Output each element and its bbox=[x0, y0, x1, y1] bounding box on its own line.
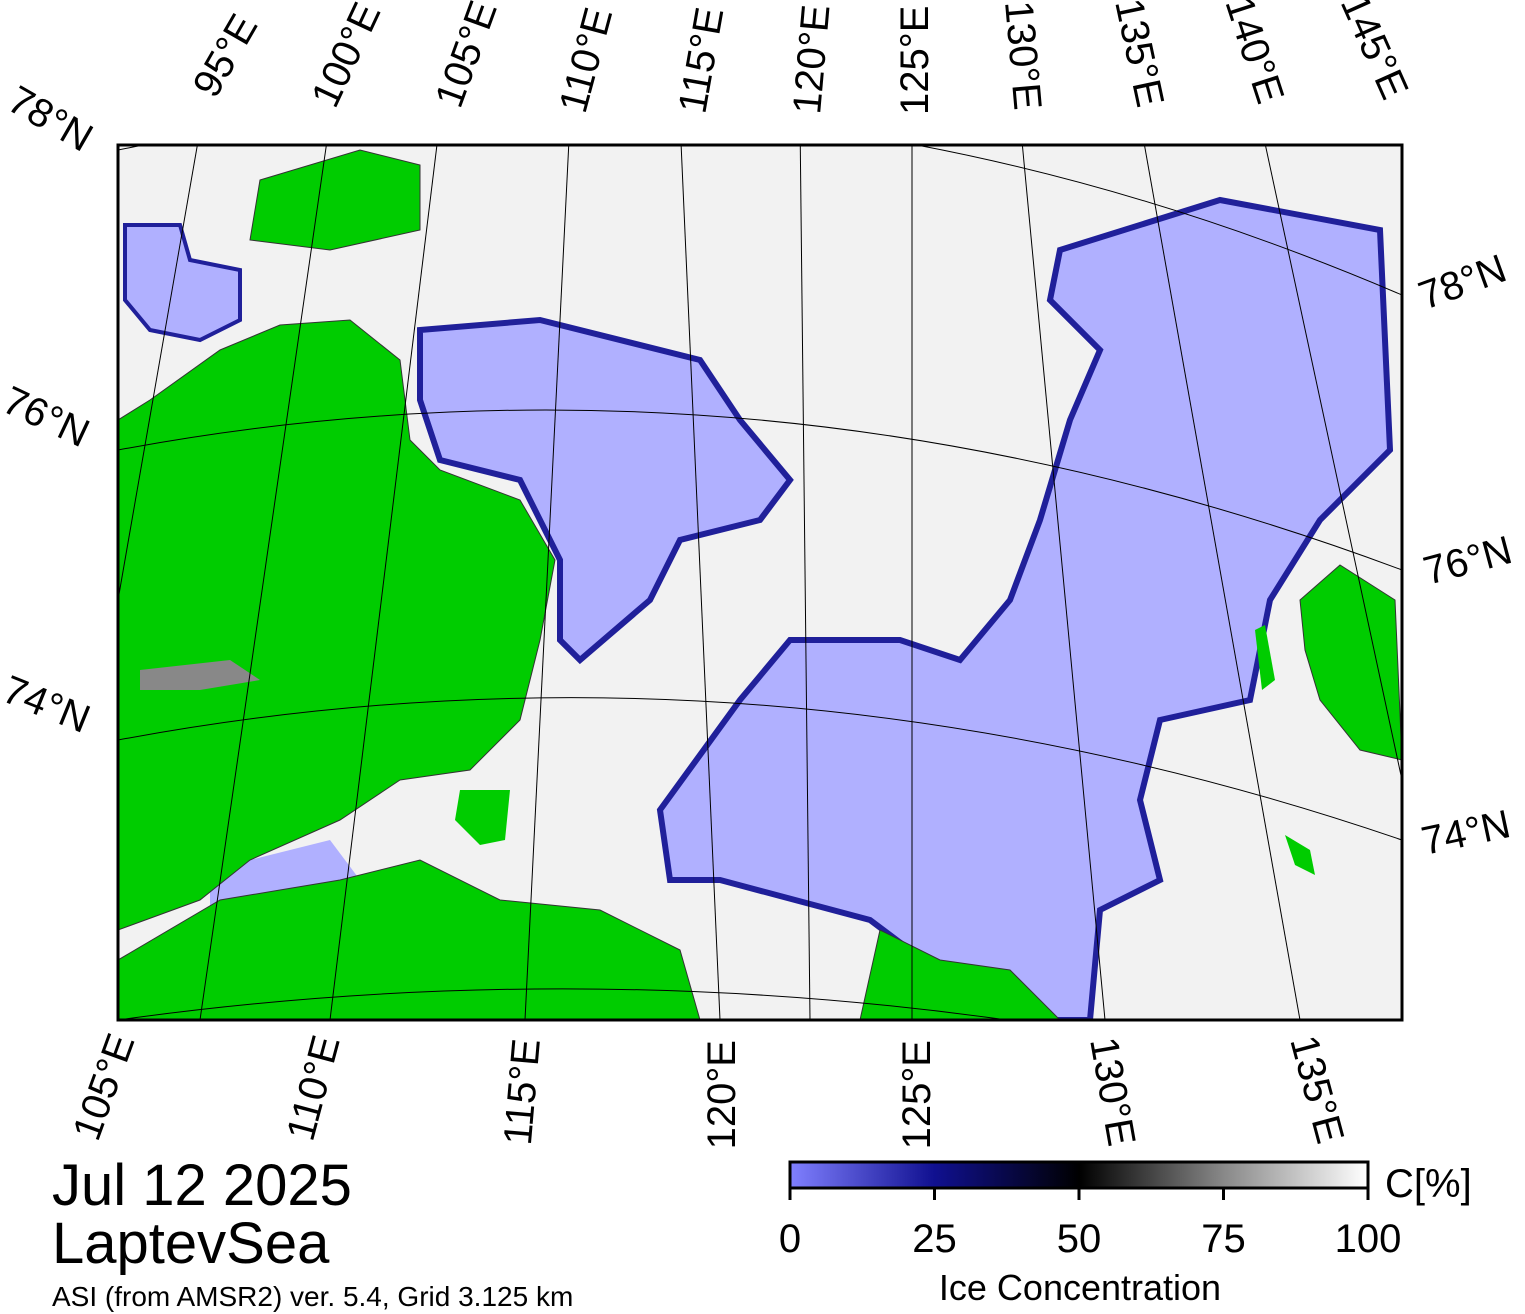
colorbar-tick-label: 100 bbox=[1335, 1217, 1402, 1261]
open-water bbox=[123, 223, 242, 343]
top-labels: 95°E 100°E 105°E 110°E 115°E 120°E 125°E… bbox=[185, 0, 1417, 117]
lat-label: 76°N bbox=[1419, 528, 1517, 594]
land bbox=[455, 790, 510, 845]
lon-label: 125°E bbox=[895, 1040, 939, 1149]
lon-label: 115°E bbox=[671, 4, 733, 116]
land bbox=[249, 149, 421, 251]
lon-label: 120°E bbox=[700, 1040, 744, 1149]
lon-label: 130°E bbox=[1081, 1034, 1143, 1149]
lon-label: 140°E bbox=[1216, 0, 1292, 109]
left-labels: 78°N 76°N 74°N bbox=[0, 78, 100, 742]
open-water bbox=[417, 316, 794, 665]
land-ice bbox=[140, 660, 260, 690]
colorbar-title: Ice Concentration bbox=[939, 1267, 1221, 1308]
land bbox=[859, 929, 1061, 1020]
land bbox=[1285, 835, 1315, 875]
lat-label: 78°N bbox=[1413, 247, 1512, 319]
lon-label: 120°E bbox=[785, 3, 838, 116]
colorbar-tick-label: 25 bbox=[912, 1217, 957, 1261]
lon-label: 135°E bbox=[1281, 1031, 1352, 1148]
lon-label: 130°E bbox=[996, 0, 1049, 112]
lat-label: 78°N bbox=[1, 78, 100, 161]
bottom-labels: 105°E 110°E 115°E 120°E 125°E 130°E 135°… bbox=[65, 1028, 1352, 1149]
map-area bbox=[118, 145, 1402, 1020]
colorbar-tick-label: 75 bbox=[1201, 1217, 1246, 1261]
lat-label: 74°N bbox=[0, 668, 96, 742]
lon-label: 115°E bbox=[496, 1037, 549, 1147]
lat-label: 74°N bbox=[1418, 802, 1515, 864]
colorbar-unit: C[%] bbox=[1385, 1162, 1472, 1206]
colorbar-tick-label: 50 bbox=[1057, 1217, 1102, 1261]
lon-label: 105°E bbox=[427, 0, 506, 113]
lon-label: 105°E bbox=[65, 1028, 144, 1146]
lon-label: 125°E bbox=[893, 6, 937, 115]
right-labels: 78°N 76°N 74°N bbox=[1413, 247, 1517, 864]
lon-label: 110°E bbox=[551, 3, 621, 117]
date: Jul 12 2025 bbox=[52, 1153, 352, 1218]
land bbox=[1255, 625, 1275, 690]
colorbar-ticks: 0 25 50 75 100 bbox=[779, 1188, 1402, 1261]
colorbar-tick-label: 0 bbox=[779, 1217, 801, 1261]
lon-label: 95°E bbox=[185, 7, 267, 104]
product-info: ASI (from AMSR2) ver. 5.4, Grid 3.125 km bbox=[52, 1281, 573, 1312]
map-frame bbox=[116, 143, 1404, 1022]
region: LaptevSea bbox=[52, 1211, 330, 1276]
land bbox=[1299, 564, 1402, 761]
land bbox=[118, 319, 556, 931]
lon-label: 145°E bbox=[1332, 0, 1417, 106]
lat-label: 76°N bbox=[0, 378, 96, 456]
graticule bbox=[118, 145, 1402, 1020]
lon-label: 110°E bbox=[279, 1031, 349, 1145]
colorbar bbox=[788, 1160, 1370, 1190]
lon-label: 100°E bbox=[303, 0, 389, 114]
land bbox=[118, 859, 701, 1020]
lon-label: 135°E bbox=[1106, 0, 1172, 111]
